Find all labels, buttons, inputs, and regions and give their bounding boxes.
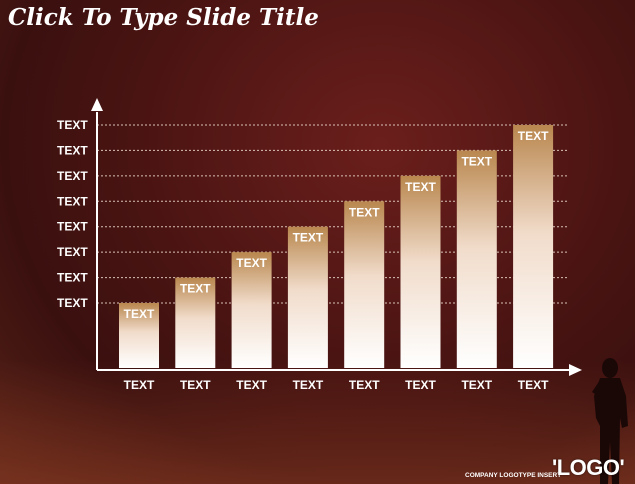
x-tick-label: TEXT — [349, 378, 380, 392]
y-tick-label: TEXT — [57, 271, 88, 285]
y-tick-label: TEXT — [57, 169, 88, 183]
businessman-silhouette — [592, 358, 628, 484]
bar-data-label: TEXT — [293, 231, 324, 245]
bar — [175, 277, 216, 368]
x-tick-label: TEXT — [124, 378, 155, 392]
x-tick-label: TEXT — [293, 378, 324, 392]
labels: TEXT TEXT TEXT TEXT TEXT TEXT TEXT TEXT TEXT TEXT… — [57, 118, 549, 392]
y-tick-label: TEXT — [57, 296, 88, 310]
bar — [119, 303, 159, 368]
axes — [91, 98, 582, 376]
bars — [119, 125, 554, 368]
bar-data-label: TEXT — [124, 307, 155, 321]
bar — [400, 175, 441, 368]
bar — [456, 150, 497, 368]
bar — [287, 226, 328, 368]
y-axis-arrow — [91, 98, 103, 111]
x-axis-arrow — [569, 364, 582, 376]
bar — [344, 201, 385, 368]
y-tick-label: TEXT — [57, 118, 88, 132]
bar — [231, 252, 272, 368]
y-tick-label: TEXT — [57, 245, 88, 259]
bar-data-label: TEXT — [236, 256, 267, 270]
bar — [513, 125, 554, 368]
bar-data-label: TEXT — [518, 129, 549, 143]
x-tick-label: TEXT — [461, 378, 492, 392]
bar-data-label: TEXT — [180, 282, 211, 296]
y-tick-label: TEXT — [57, 143, 88, 157]
x-tick-label: TEXT — [405, 378, 436, 392]
y-tick-label: TEXT — [57, 220, 88, 234]
x-tick-label: TEXT — [180, 378, 211, 392]
bar-data-label: TEXT — [349, 205, 380, 219]
x-tick-label: TEXT — [518, 378, 549, 392]
y-tick-label: TEXT — [57, 194, 88, 208]
bar-data-label: TEXT — [405, 180, 436, 194]
x-tick-label: TEXT — [236, 378, 267, 392]
company-logotype-text: COMPANY LOGOTYPE INSERT — [465, 472, 562, 479]
logo: 'LOGO' — [552, 455, 625, 480]
slide-title[interactable]: Click To Type Slide Title — [8, 4, 319, 31]
bar-data-label: TEXT — [461, 154, 492, 168]
